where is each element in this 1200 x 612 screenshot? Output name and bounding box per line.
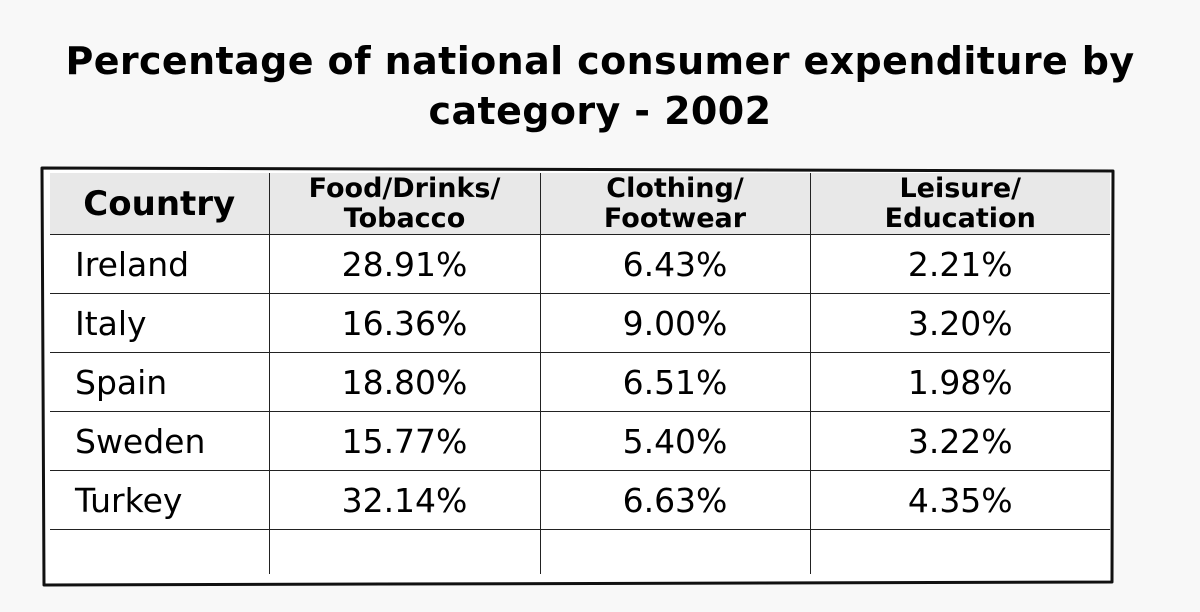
empty-cell bbox=[50, 530, 269, 575]
table-row: Ireland 28.91% 6.43% 2.21% bbox=[50, 234, 1110, 294]
country-cell: Turkey bbox=[50, 470, 269, 530]
leisure-education-cell: 4.35% bbox=[809, 470, 1110, 530]
table-row: Turkey 32.14% 6.63% 4.35% bbox=[50, 470, 1110, 530]
chart-title-line-2: category - 2002 bbox=[428, 89, 772, 133]
country-cell: Ireland bbox=[50, 234, 269, 294]
table-row: Italy 16.36% 9.00% 3.20% bbox=[50, 293, 1110, 353]
food-drinks-tobacco-cell: 28.91% bbox=[268, 234, 540, 294]
header-clothing-footwear: Clothing/ Footwear bbox=[539, 173, 810, 235]
food-drinks-tobacco-cell: 16.36% bbox=[268, 293, 540, 353]
expenditure-table: Country Food/Drinks/ Tobacco Clothing/ F… bbox=[50, 173, 1110, 574]
food-drinks-tobacco-cell: 32.14% bbox=[268, 470, 540, 530]
clothing-footwear-cell: 5.40% bbox=[539, 411, 810, 471]
empty-cell bbox=[268, 529, 540, 574]
table-row: Sweden 15.77% 5.40% 3.22% bbox=[50, 411, 1110, 471]
clothing-footwear-cell: 6.63% bbox=[539, 470, 810, 530]
country-cell: Italy bbox=[50, 293, 269, 353]
empty-cell bbox=[539, 529, 810, 574]
food-drinks-tobacco-cell: 15.77% bbox=[268, 411, 540, 471]
food-drinks-tobacco-cell: 18.80% bbox=[268, 352, 540, 412]
clothing-footwear-cell: 6.51% bbox=[539, 352, 810, 412]
leisure-education-cell: 1.98% bbox=[809, 352, 1110, 412]
table-row: Spain 18.80% 6.51% 1.98% bbox=[50, 352, 1110, 412]
country-cell: Sweden bbox=[50, 411, 269, 471]
country-cell: Spain bbox=[50, 352, 269, 412]
chart-title-line-1: Percentage of national consumer expendit… bbox=[65, 39, 1135, 83]
header-row: Country Food/Drinks/ Tobacco Clothing/ F… bbox=[50, 173, 1110, 235]
leisure-education-cell: 3.20% bbox=[809, 293, 1110, 353]
header-country: Country bbox=[50, 173, 269, 235]
leisure-education-cell: 2.21% bbox=[809, 234, 1110, 294]
empty-cell bbox=[809, 529, 1110, 574]
header-food-drinks-tobacco: Food/Drinks/ Tobacco bbox=[268, 173, 540, 235]
leisure-education-cell: 3.22% bbox=[809, 411, 1110, 471]
empty-row bbox=[50, 529, 1110, 575]
header-leisure-education: Leisure/ Education bbox=[809, 173, 1110, 235]
chart-title: Percentage of national consumer expendit… bbox=[0, 36, 1200, 136]
clothing-footwear-cell: 9.00% bbox=[539, 293, 810, 353]
clothing-footwear-cell: 6.43% bbox=[539, 234, 810, 294]
